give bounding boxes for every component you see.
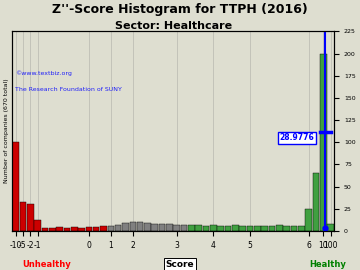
Bar xyxy=(298,227,305,231)
Bar xyxy=(320,53,327,231)
Bar xyxy=(188,225,195,231)
Bar xyxy=(195,225,202,231)
Bar xyxy=(71,227,77,231)
Bar xyxy=(49,228,55,231)
Bar xyxy=(137,222,143,231)
Bar xyxy=(78,228,85,231)
Text: ©www.textbiz.org: ©www.textbiz.org xyxy=(15,70,72,76)
Bar xyxy=(34,220,41,231)
Bar xyxy=(225,226,231,231)
Bar xyxy=(181,225,187,231)
Bar xyxy=(217,226,224,231)
Text: The Research Foundation of SUNY: The Research Foundation of SUNY xyxy=(15,87,122,92)
Bar xyxy=(27,204,33,231)
Bar xyxy=(20,202,26,231)
Text: Healthy: Healthy xyxy=(309,260,346,269)
Bar xyxy=(261,226,268,231)
Bar xyxy=(291,226,297,231)
Bar xyxy=(283,226,290,231)
Bar xyxy=(247,226,253,231)
Bar xyxy=(276,225,283,231)
Bar xyxy=(122,223,129,231)
Text: Unhealthy: Unhealthy xyxy=(22,260,71,269)
Bar xyxy=(93,227,99,231)
Bar xyxy=(144,223,151,231)
Text: Z''-Score Histogram for TTPH (2016): Z''-Score Histogram for TTPH (2016) xyxy=(52,3,308,16)
Bar xyxy=(254,226,261,231)
Y-axis label: Number of companies (670 total): Number of companies (670 total) xyxy=(4,79,9,183)
Bar xyxy=(210,225,217,231)
Bar xyxy=(152,224,158,231)
Bar xyxy=(64,228,70,231)
Bar xyxy=(115,225,121,231)
Bar xyxy=(108,226,114,231)
Bar xyxy=(56,227,63,231)
Bar xyxy=(239,226,246,231)
Bar xyxy=(166,224,173,231)
Bar xyxy=(174,225,180,231)
Bar xyxy=(305,209,312,231)
Bar xyxy=(327,224,334,231)
Bar xyxy=(86,227,92,231)
Text: Score: Score xyxy=(166,260,194,269)
Bar xyxy=(203,226,210,231)
Bar xyxy=(312,173,319,231)
Bar xyxy=(12,142,19,231)
Text: 28.9776: 28.9776 xyxy=(280,133,314,142)
Title: Sector: Healthcare: Sector: Healthcare xyxy=(114,21,231,31)
Bar xyxy=(269,226,275,231)
Bar xyxy=(130,222,136,231)
Bar xyxy=(232,225,239,231)
Bar xyxy=(42,228,48,231)
Bar xyxy=(159,224,165,231)
Bar xyxy=(100,227,107,231)
